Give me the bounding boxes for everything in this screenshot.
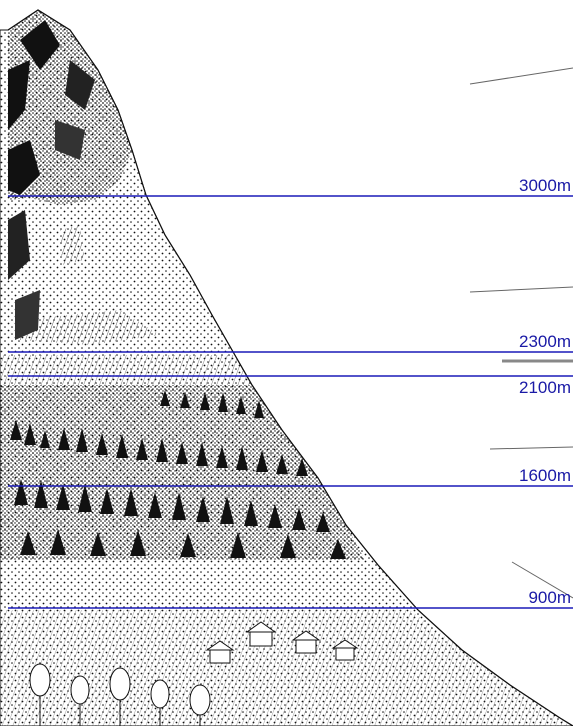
- altitude-label-3000: 3000m: [519, 176, 571, 195]
- alpine-meadow: [0, 355, 252, 385]
- guide-lines: [469, 67, 573, 599]
- rocky-summit: [8, 10, 160, 345]
- altitude-label-2300: 2300m: [519, 332, 571, 351]
- conifer-forest: [0, 385, 365, 560]
- altitude-label-2100: 2100m: [519, 378, 571, 397]
- altitude-label-900: 900m: [528, 588, 571, 607]
- slope-outline: [7, 9, 573, 726]
- altitude-label-1600: 1600m: [519, 466, 571, 485]
- valley-village: [0, 610, 573, 726]
